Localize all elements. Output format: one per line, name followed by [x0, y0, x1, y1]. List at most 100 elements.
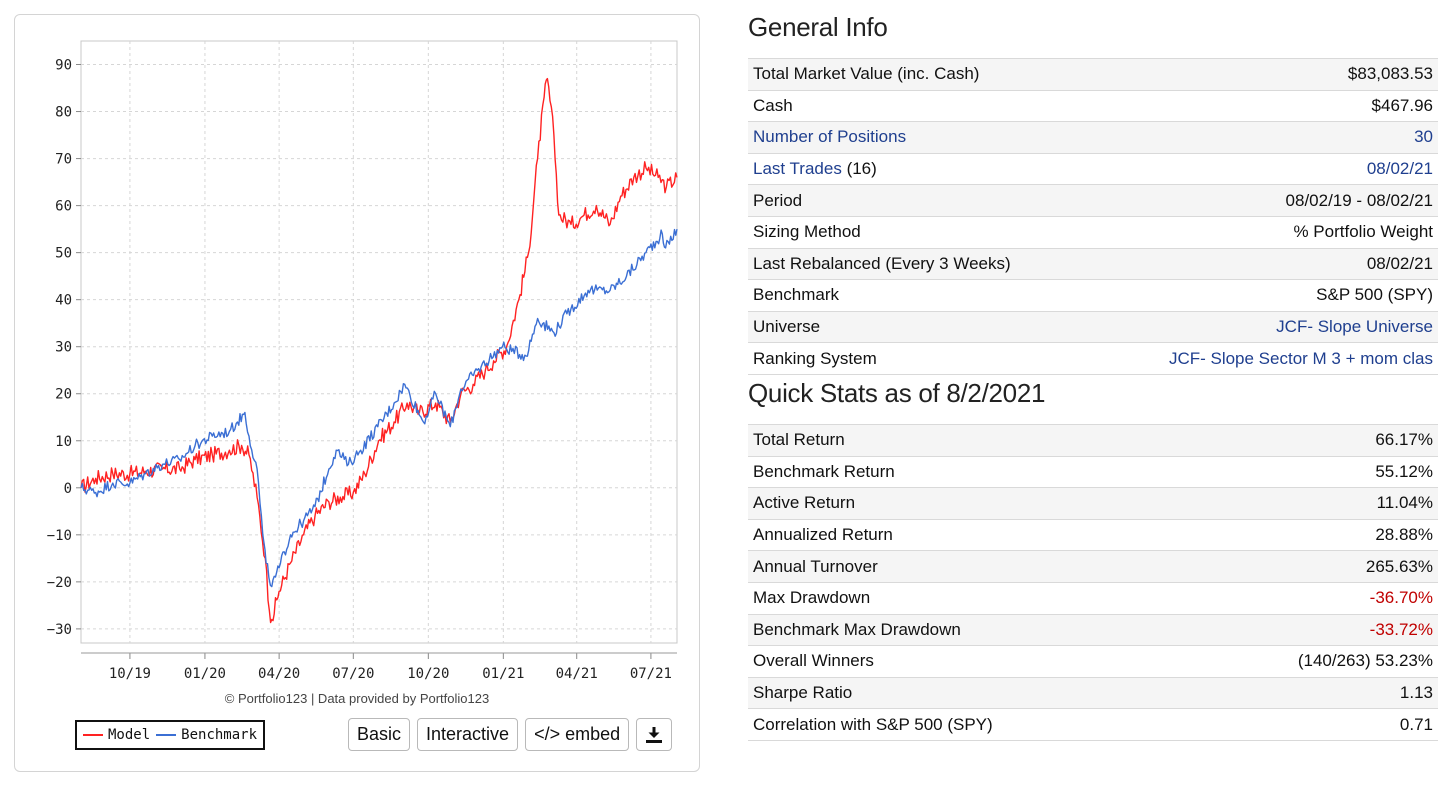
- x-tick-label: 07/20: [332, 666, 374, 682]
- legend-item-model[interactable]: Model: [83, 727, 150, 743]
- chart-panel: 90 80 70 60 50 40 30 20 10 0 −10 −20 −30 10/19 01/20 04…: [14, 14, 700, 772]
- table-row: Sharpe Ratio 1.13: [748, 677, 1438, 710]
- row-value-negative: -33.72%: [1184, 614, 1438, 647]
- table-row: Last Trades (16) 08/02/21: [748, 153, 1438, 186]
- row-value: % Portfolio Weight: [1088, 216, 1438, 249]
- basic-button[interactable]: Basic: [348, 718, 411, 751]
- row-label: Correlation with S&P 500 (SPY): [748, 708, 1185, 741]
- row-value: 265.63%: [1184, 550, 1438, 583]
- row-label: Annualized Return: [748, 519, 1185, 552]
- quick-stats-table: Total Return 66.17% Benchmark Return 55.…: [748, 424, 1438, 741]
- table-row: Benchmark Max Drawdown -33.72%: [748, 614, 1438, 647]
- x-tick-label: 01/20: [184, 666, 226, 682]
- row-value: $83,083.53: [1088, 58, 1438, 91]
- y-tick-label: 70: [55, 152, 72, 168]
- table-row: Cash $467.96: [748, 90, 1438, 123]
- row-value: 28.88%: [1184, 519, 1438, 552]
- table-row: Universe JCF- Slope Universe: [748, 311, 1438, 344]
- table-row: Benchmark S&P 500 (SPY): [748, 279, 1438, 312]
- x-tick-label: 10/19: [109, 666, 151, 682]
- row-label: Total Return: [748, 424, 1185, 457]
- general-info-title: General Info: [748, 12, 888, 42]
- last-trades-date-link[interactable]: 08/02/21: [1366, 159, 1433, 179]
- y-tick-label: 50: [55, 246, 72, 262]
- row-label: Cash: [748, 90, 1089, 123]
- table-row: Overall Winners (140/263) 53.23%: [748, 645, 1438, 678]
- table-row: Annualized Return 28.88%: [748, 519, 1438, 552]
- positions-count-link[interactable]: 30: [1414, 127, 1433, 147]
- row-value: 11.04%: [1184, 487, 1438, 520]
- chart-legend: Model Benchmark: [75, 720, 266, 750]
- legend-swatch-model: [83, 734, 103, 736]
- performance-chart: 90 80 70 60 50 40 30 20 10 0 −10 −20 −30 10/19 01/20 04…: [47, 40, 678, 682]
- table-row: Max Drawdown -36.70%: [748, 582, 1438, 615]
- table-row: Correlation with S&P 500 (SPY) 0.71: [748, 708, 1438, 741]
- row-value: 08/02/19 - 08/02/21: [1088, 184, 1438, 217]
- row-value: 66.17%: [1184, 424, 1438, 457]
- y-tick-label: 40: [55, 293, 72, 309]
- download-button[interactable]: [636, 718, 673, 751]
- x-tick-label: 01/21: [482, 666, 524, 682]
- table-row: Sizing Method % Portfolio Weight: [748, 216, 1438, 249]
- row-value: (140/263) 53.23%: [1184, 645, 1438, 678]
- row-value: 08/02/21: [1088, 248, 1438, 281]
- y-tick-label: 10: [55, 434, 72, 450]
- row-value: 0.71: [1184, 708, 1438, 741]
- row-label: Universe: [748, 311, 1089, 344]
- y-tick-label: −10: [47, 528, 72, 544]
- row-value: 55.12%: [1184, 456, 1438, 489]
- ranking-system-link[interactable]: JCF- Slope Sector M 3 + mom clas: [1168, 348, 1433, 368]
- row-value: S&P 500 (SPY): [1088, 279, 1438, 312]
- legend-label-benchmark: Benchmark: [181, 727, 258, 743]
- row-label: Benchmark: [748, 279, 1089, 312]
- y-tick-label: 30: [55, 340, 72, 356]
- row-value-negative: -36.70%: [1184, 582, 1438, 615]
- last-trades-count: (16): [846, 159, 877, 179]
- general-info-table: Total Market Value (inc. Cash) $83,083.5…: [748, 58, 1438, 375]
- row-label: Total Market Value (inc. Cash): [748, 58, 1089, 91]
- row-label: Sharpe Ratio: [748, 677, 1185, 710]
- row-label: Benchmark Return: [748, 456, 1185, 489]
- embed-button[interactable]: </> embed: [525, 718, 630, 751]
- x-tick-label: 07/21: [630, 666, 672, 682]
- universe-link[interactable]: JCF- Slope Universe: [1276, 317, 1433, 337]
- table-row: Benchmark Return 55.12%: [748, 456, 1438, 489]
- y-tick-label: 60: [55, 199, 72, 215]
- row-value: $467.96: [1088, 90, 1438, 123]
- row-value: 1.13: [1184, 677, 1438, 710]
- row-label: Period: [748, 184, 1089, 217]
- legend-swatch-benchmark: [156, 734, 177, 736]
- y-tick-label: 20: [55, 387, 72, 403]
- row-label: Last Rebalanced (Every 3 Weeks): [748, 248, 1089, 281]
- y-tick-label: −30: [47, 622, 72, 638]
- series-line-model: [80, 77, 678, 624]
- row-label: Overall Winners: [748, 645, 1185, 678]
- table-row: Last Rebalanced (Every 3 Weeks) 08/02/21: [748, 248, 1438, 281]
- row-label: Annual Turnover: [748, 550, 1185, 583]
- series-line-benchmark: [80, 228, 678, 588]
- y-tick-label: 90: [55, 58, 72, 74]
- last-trades-link[interactable]: Last Trades: [753, 159, 842, 179]
- download-icon: [646, 726, 663, 743]
- interactive-button[interactable]: Interactive: [417, 718, 519, 751]
- x-tick-label: 04/21: [556, 666, 598, 682]
- plot-area: [80, 40, 678, 644]
- row-label: Benchmark Max Drawdown: [748, 614, 1185, 647]
- table-row: Active Return 11.04%: [748, 487, 1438, 520]
- y-tick-label: 80: [55, 105, 72, 121]
- quick-stats-title: Quick Stats as of 8/2/2021: [748, 378, 1046, 408]
- table-row: Number of Positions 30: [748, 121, 1438, 154]
- chart-toolbar: Basic Interactive </> embed: [348, 718, 673, 751]
- number-of-positions-link[interactable]: Number of Positions: [753, 127, 907, 147]
- row-label: Ranking System: [748, 342, 1089, 375]
- row-label: Active Return: [748, 487, 1185, 520]
- y-tick-label: 0: [64, 481, 72, 497]
- table-row: Total Market Value (inc. Cash) $83,083.5…: [748, 58, 1438, 91]
- legend-item-benchmark[interactable]: Benchmark: [156, 727, 257, 743]
- x-tick-label: 10/20: [407, 666, 449, 682]
- table-row: Annual Turnover 265.63%: [748, 550, 1438, 583]
- legend-label-model: Model: [108, 727, 151, 743]
- x-tick-label: 04/20: [258, 666, 300, 682]
- table-row: Total Return 66.17%: [748, 424, 1438, 457]
- chart-credit: © Portfolio123 | Data provided by Portfo…: [224, 691, 490, 706]
